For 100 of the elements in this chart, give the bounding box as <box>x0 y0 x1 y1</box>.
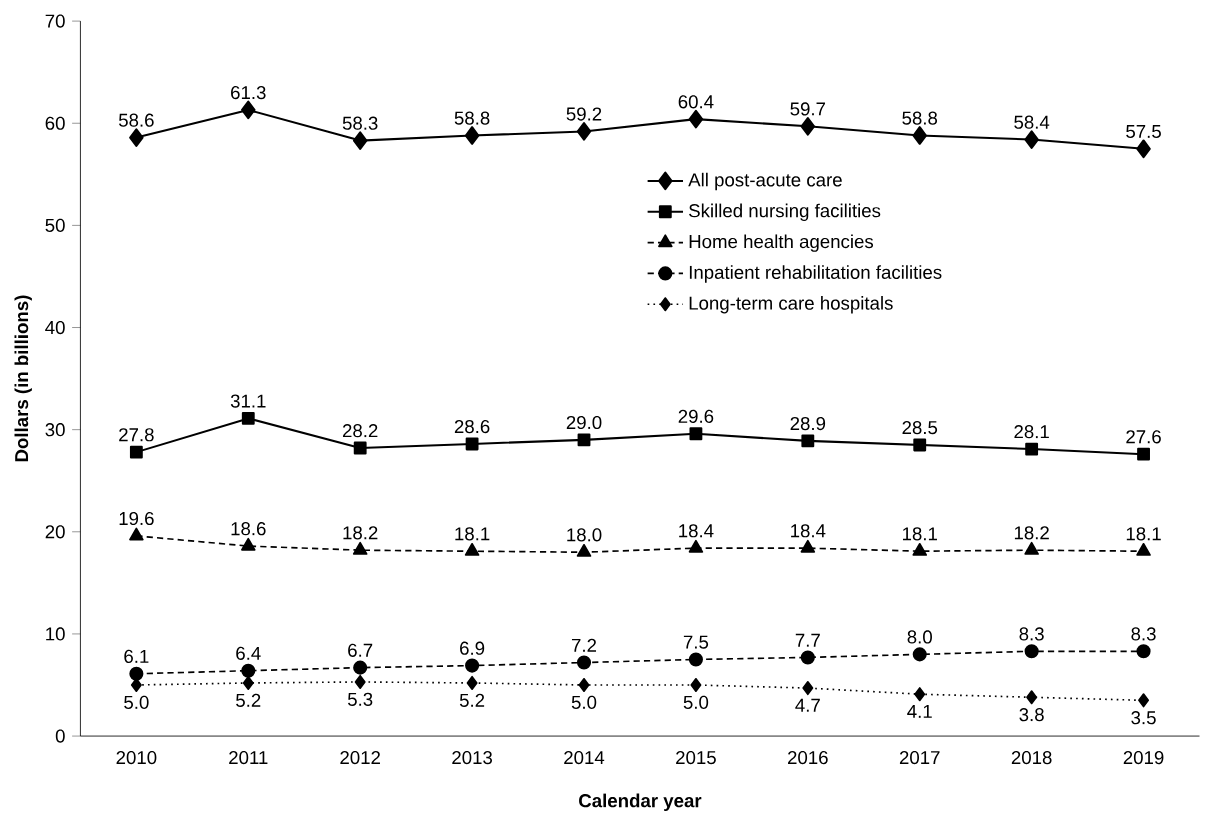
data-label: 31.1 <box>230 394 266 408</box>
data-label: 28.2 <box>342 424 378 438</box>
data-label: 58.8 <box>454 111 490 125</box>
point <box>1137 447 1150 461</box>
point <box>1136 644 1151 659</box>
point <box>800 650 815 665</box>
y-tick-label: 10 <box>46 627 65 641</box>
point <box>1024 542 1039 555</box>
y-tick-label: 60 <box>45 116 65 131</box>
x-tick-label: 2019 <box>1123 751 1164 765</box>
y-tick-label: 50 <box>45 219 65 233</box>
point <box>466 676 478 691</box>
data-label: 27.8 <box>119 428 154 442</box>
point <box>1138 693 1150 708</box>
data-label: 8.3 <box>1019 627 1044 641</box>
point <box>802 681 814 696</box>
data-label: 18.1 <box>903 527 937 541</box>
data-label: 18.0 <box>567 528 602 542</box>
data-label: 5.0 <box>571 696 597 710</box>
point <box>578 678 590 693</box>
data-label: 3.8 <box>1019 708 1044 722</box>
data-label: 8.3 <box>1131 627 1156 641</box>
y-tick-label: 0 <box>55 729 65 743</box>
data-label: 59.2 <box>566 107 602 121</box>
y-tick-label: 70 <box>45 14 65 28</box>
point <box>130 678 142 693</box>
data-label: 59.7 <box>790 102 826 116</box>
legend-label: Inpatient rehabilitation facilities <box>689 265 942 283</box>
data-label: 58.6 <box>118 113 154 128</box>
x-tick-label: 2010 <box>116 751 157 765</box>
x-tick-label: 2016 <box>788 751 828 765</box>
data-label: 28.9 <box>790 417 826 431</box>
point <box>688 110 704 129</box>
data-label: 7.2 <box>571 638 597 652</box>
x-tick-label: 2018 <box>1011 751 1052 765</box>
legend-label: All post-acute care <box>688 173 842 191</box>
legend-label: Home health agencies <box>689 234 874 253</box>
point <box>352 131 368 151</box>
point <box>352 542 368 555</box>
data-label: 60.4 <box>678 95 714 109</box>
point <box>465 437 479 451</box>
data-label: 29.0 <box>566 416 602 430</box>
data-label: 18.1 <box>455 527 490 541</box>
point <box>912 126 927 146</box>
x-axis-title: Calendar year <box>579 793 702 812</box>
point <box>1024 644 1039 659</box>
data-label: 5.2 <box>236 693 261 708</box>
point <box>1136 543 1151 556</box>
x-tick-label: 2017 <box>899 751 940 765</box>
point <box>688 652 703 667</box>
data-label: 27.6 <box>1126 430 1161 444</box>
data-label: 58.8 <box>902 111 938 125</box>
point <box>576 122 592 141</box>
data-label: 8.0 <box>907 630 932 644</box>
data-label: 58.3 <box>342 116 378 131</box>
x-tick-label: 2011 <box>229 751 268 765</box>
point <box>800 540 816 553</box>
point <box>129 527 144 541</box>
data-label: 6.4 <box>236 646 261 661</box>
legend-label: Skilled nursing facilities <box>689 203 881 222</box>
data-label: 5.3 <box>347 692 373 707</box>
point <box>1136 139 1151 159</box>
data-label: 18.1 <box>1126 527 1161 541</box>
y-tick-label: 20 <box>45 525 65 539</box>
point <box>1025 442 1039 456</box>
data-label: 7.5 <box>683 635 709 649</box>
data-label: 28.5 <box>902 421 938 435</box>
data-label: 28.6 <box>454 420 490 434</box>
data-label: 5.0 <box>683 696 709 710</box>
y-axis-title: Dollars (in billions) <box>14 295 32 462</box>
point <box>912 647 927 662</box>
y-tick-label: 40 <box>45 321 65 335</box>
x-tick-label: 2015 <box>676 751 716 765</box>
point <box>913 438 927 452</box>
point <box>576 544 592 558</box>
data-label: 58.4 <box>1014 115 1050 130</box>
data-label: 18.6 <box>231 522 266 536</box>
data-label: 29.6 <box>678 409 714 424</box>
point <box>241 663 256 678</box>
data-label: 19.6 <box>119 512 154 526</box>
point <box>129 128 144 148</box>
point <box>353 441 367 455</box>
data-label: 7.7 <box>795 634 820 647</box>
data-label: 6.7 <box>348 643 373 658</box>
point <box>129 445 143 459</box>
data-label: 3.5 <box>1131 711 1156 725</box>
data-label: 18.2 <box>343 526 378 540</box>
point <box>801 434 815 448</box>
point <box>240 538 256 551</box>
data-label: 5.0 <box>124 696 149 710</box>
point <box>689 427 703 441</box>
point <box>464 543 480 556</box>
data-label: 18.4 <box>679 524 714 538</box>
data-label: 6.9 <box>460 641 485 656</box>
point <box>688 540 704 553</box>
point <box>465 658 480 673</box>
point <box>353 660 368 675</box>
point <box>242 676 254 691</box>
data-label: 18.4 <box>791 524 826 538</box>
point <box>690 678 702 693</box>
